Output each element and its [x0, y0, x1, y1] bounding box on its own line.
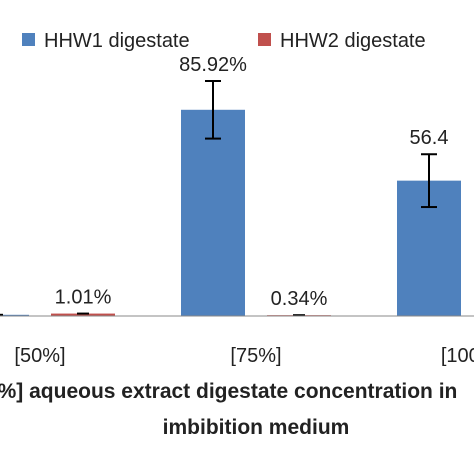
value-label-0-2: 56.4 [410, 127, 449, 149]
value-labels-group: 85.92% 56.4 1.01% 0.34% [55, 54, 449, 310]
x-tick-labels: [50%] [75%] [100%] [14, 345, 474, 367]
x-tick-label-0: [50%] [14, 345, 65, 367]
legend-label-hhw1: HHW1 digestate [44, 30, 190, 52]
bar-1-0 [51, 313, 115, 316]
x-axis-title-line2: imbibition medium [163, 416, 350, 439]
legend: HHW1 digestate HHW2 digestate [22, 30, 426, 52]
x-tick-label-2: [100%] [441, 345, 474, 367]
value-label-1-1: 0.34% [271, 288, 328, 310]
error-bars-group [0, 79, 437, 317]
x-tick-label-1: [75%] [230, 345, 281, 367]
bars-group [0, 109, 461, 317]
bar-0-1 [181, 109, 245, 317]
legend-swatch-hhw1 [22, 33, 35, 46]
bar-0-0 [0, 314, 29, 316]
legend-swatch-hhw2 [258, 33, 271, 46]
x-axis-title-line1: [%] aqueous extract digestate concentrat… [0, 380, 457, 403]
value-label-0-1: 85.92% [179, 54, 247, 76]
legend-label-hhw2: HHW2 digestate [280, 30, 426, 52]
value-label-1-0: 1.01% [55, 287, 112, 309]
